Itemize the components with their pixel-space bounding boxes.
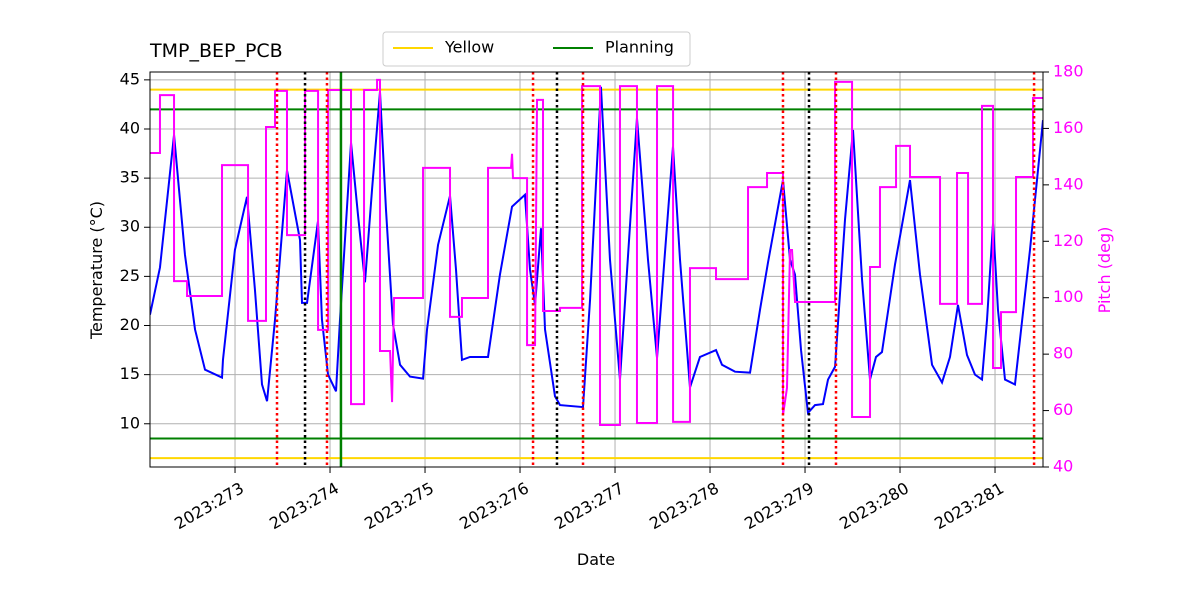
temperature-line bbox=[150, 86, 1043, 416]
y-tick-label: 10 bbox=[120, 413, 140, 432]
x-tick-label: 2023:281 bbox=[931, 478, 1007, 533]
x-tick-label: 2023:276 bbox=[456, 478, 532, 533]
y2-tick-label: 160 bbox=[1053, 118, 1084, 137]
legend-label: Planning bbox=[605, 38, 674, 57]
x-tick-label: 2023:273 bbox=[171, 478, 247, 533]
y2-tick-label: 180 bbox=[1053, 62, 1084, 81]
y-tick-label: 45 bbox=[120, 69, 140, 88]
y2-tick-label: 80 bbox=[1053, 344, 1073, 363]
y2-axis-label: Pitch (deg) bbox=[1095, 227, 1114, 314]
grid bbox=[150, 72, 1043, 467]
y2-tick-label: 100 bbox=[1053, 287, 1084, 306]
y-tick-label: 40 bbox=[120, 118, 140, 137]
y-tick-label: 35 bbox=[120, 168, 140, 187]
y-axis-label: Temperature (°C) bbox=[87, 201, 106, 340]
plot-area bbox=[150, 72, 1043, 467]
x-tick-label: 2023:277 bbox=[551, 478, 627, 533]
x-tick-label: 2023:274 bbox=[266, 478, 342, 533]
x-axis-label: Date bbox=[577, 550, 615, 569]
x-tick-label: 2023:280 bbox=[836, 478, 912, 533]
y2-tick-label: 140 bbox=[1053, 174, 1084, 193]
plot-frame bbox=[149, 71, 1044, 468]
y-tick-label: 15 bbox=[120, 364, 140, 383]
axes: 2023:273 2023:274 2023:275 2023:276 2023:277… bbox=[120, 62, 1084, 534]
y2-tick-label: 60 bbox=[1053, 400, 1073, 419]
chart-title: TMP_BEP_PCB bbox=[149, 40, 283, 62]
x-tick-label: 2023:275 bbox=[361, 478, 437, 533]
legend-label: Yellow bbox=[444, 38, 494, 57]
y-tick-label: 25 bbox=[120, 266, 140, 285]
legend-box bbox=[382, 31, 691, 67]
y-tick-label: 30 bbox=[120, 217, 140, 236]
pitch-line bbox=[150, 78, 1043, 426]
y-tick-label: 20 bbox=[120, 315, 140, 334]
y2-tick-label: 40 bbox=[1053, 457, 1073, 476]
legend: Yellow Planning bbox=[382, 31, 691, 67]
x-tick-label: 2023:278 bbox=[646, 478, 722, 533]
y2-tick-label: 120 bbox=[1053, 231, 1084, 250]
x-tick-label: 2023:279 bbox=[741, 478, 817, 533]
